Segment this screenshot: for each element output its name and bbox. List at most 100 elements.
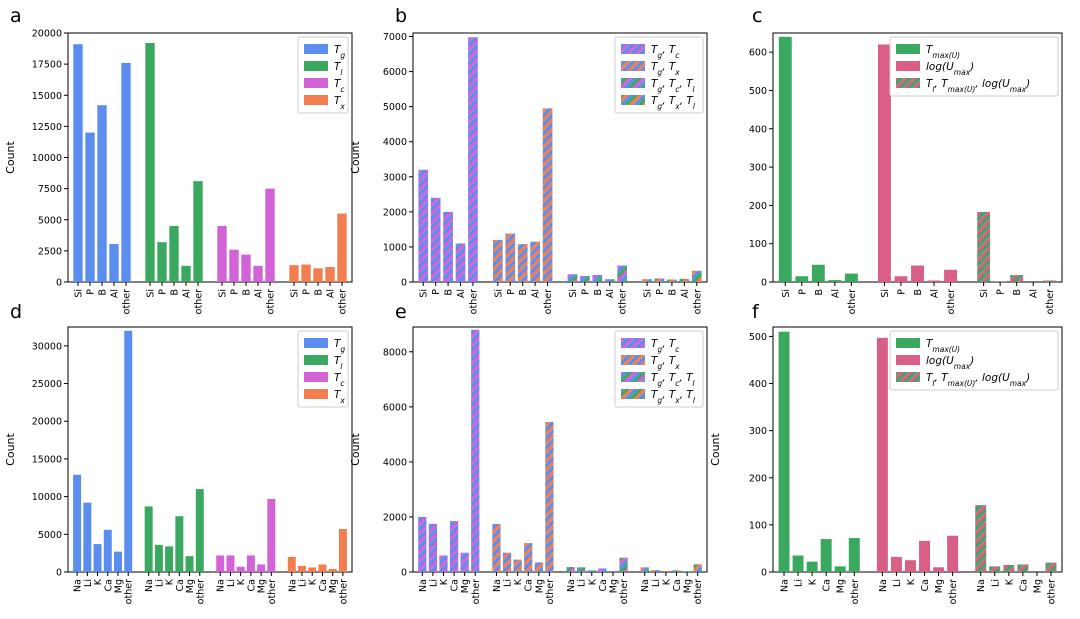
axes-frame	[772, 326, 1063, 573]
x-tick-label: Ca	[822, 579, 833, 591]
x-tick-label: B	[444, 289, 455, 296]
bar-P	[993, 281, 1007, 282]
x-tick-label: K	[808, 578, 819, 585]
x-tick-label: other	[195, 579, 206, 604]
x-tick-label: other	[338, 579, 349, 604]
legend-swatch	[896, 61, 920, 71]
x-tick-label: Mg	[534, 579, 545, 593]
y-tick-label: 15000	[32, 454, 62, 465]
bar-Mg	[328, 568, 337, 572]
x-tick-label: P	[86, 289, 97, 295]
x-tick-label: Na	[878, 579, 889, 592]
x-tick-label: Al	[680, 289, 691, 298]
bar-Ca	[246, 555, 255, 572]
legend-swatch	[304, 355, 328, 365]
bar-Li	[502, 552, 512, 572]
legend-swatch	[896, 78, 920, 88]
legend	[297, 330, 349, 408]
legend-label: Tg	[334, 44, 345, 60]
bar-Li	[792, 555, 804, 572]
bar-Ca	[449, 521, 459, 572]
x-tick-label: P	[158, 289, 169, 295]
x-tick-label: Al	[930, 289, 941, 298]
x-tick-label: Al	[456, 289, 467, 298]
x-tick-label: Si	[880, 289, 891, 298]
bar-Mg	[834, 566, 846, 572]
y-tick-label: 10000	[32, 153, 62, 164]
bar-Na	[418, 516, 427, 572]
legend-label: Tg, Tx, Tl	[651, 95, 696, 111]
bar-Mg	[185, 556, 194, 572]
x-tick-label: Na	[216, 579, 227, 592]
y-tick-label: 300	[749, 426, 767, 437]
bar-other	[121, 62, 131, 282]
y-tick-label: 0	[56, 278, 62, 289]
bar-other	[545, 421, 554, 572]
legend-swatch	[304, 95, 328, 105]
x-tick-label: other	[266, 289, 277, 314]
y-tick-label: 17500	[32, 60, 62, 71]
x-tick-label: Ca	[920, 579, 931, 591]
x-tick-label: Mg	[836, 579, 847, 593]
y-tick-label: 2500	[38, 246, 62, 257]
x-tick-label: Al	[605, 289, 616, 298]
bar-K	[904, 560, 916, 572]
x-tick-label: P	[431, 289, 442, 295]
y-tick-label: 20000	[32, 29, 62, 40]
bar-K	[93, 544, 102, 572]
y-tick-label: 500	[749, 86, 767, 97]
bar-K	[439, 555, 448, 572]
x-tick-label: other	[543, 289, 554, 314]
bar-Li	[83, 502, 92, 572]
x-tick-label: Mg	[257, 579, 268, 593]
legend-label: Tg, Tx, Tl	[651, 389, 696, 405]
x-tick-label: Ca	[672, 579, 683, 591]
bar-B	[517, 244, 528, 282]
bar-Na	[566, 567, 575, 572]
y-tick-label: 0	[401, 278, 407, 289]
bar-Si	[977, 211, 991, 282]
axes-frame	[412, 32, 708, 283]
bar-Si	[289, 265, 299, 282]
bar-P	[157, 242, 167, 282]
bar-P	[505, 233, 516, 282]
panel-letter: c	[752, 5, 762, 27]
legend-swatch	[621, 372, 645, 382]
x-tick-label: Li	[298, 579, 309, 587]
bar-P	[430, 197, 441, 282]
bar-Na	[73, 474, 82, 572]
x-tick-label: P	[896, 289, 907, 295]
x-tick-label: Al	[182, 289, 193, 298]
panel-letter: b	[395, 5, 407, 27]
x-tick-label: B	[814, 289, 825, 296]
bar-P	[229, 249, 239, 282]
legend-swatch	[621, 355, 645, 365]
bar-other	[337, 213, 347, 282]
bar-Al	[455, 243, 466, 282]
legend-swatch	[621, 338, 645, 348]
y-axis-label: Count	[4, 432, 17, 465]
legend-label: Tmax(U)	[926, 338, 960, 354]
x-tick-label: other	[124, 579, 135, 604]
bar-other	[195, 489, 204, 572]
bar-P	[795, 276, 809, 282]
legend	[889, 36, 1059, 97]
x-tick-label: Ca	[524, 579, 535, 591]
x-tick-label: Na	[566, 579, 577, 592]
y-tick-label: 4000	[383, 137, 407, 148]
bar-Mg	[114, 551, 122, 572]
x-tick-label: Li	[990, 579, 1001, 587]
y-tick-label: 5000	[383, 102, 407, 113]
x-tick-label: K	[513, 578, 524, 585]
legend-label: Tx	[334, 95, 345, 111]
x-tick-label: other	[338, 289, 349, 314]
x-tick-label: other	[545, 579, 556, 604]
bar-B	[1010, 275, 1024, 282]
x-tick-label: Si	[781, 289, 792, 298]
bar-Si	[877, 44, 891, 282]
legend-label: Tl	[334, 355, 343, 371]
bar-Mg	[933, 567, 945, 572]
